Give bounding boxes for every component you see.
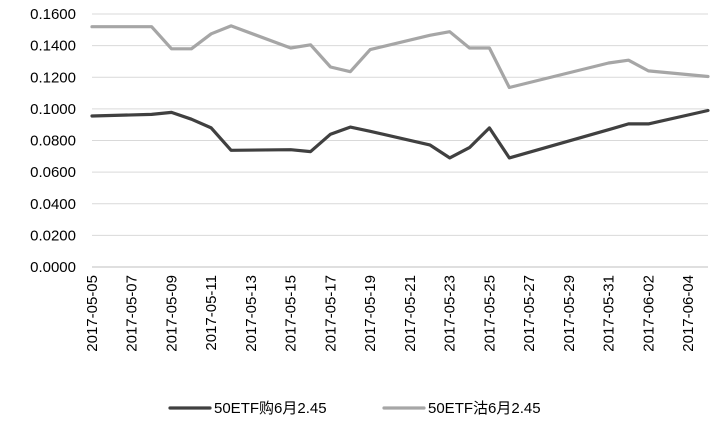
x-tick-label: 2017-06-02 xyxy=(640,275,657,352)
y-tick-label: 0.1400 xyxy=(30,38,76,55)
series-line-put xyxy=(90,24,710,90)
y-axis-ticks: 0.0000 0.0200 0.0400 0.0600 0.0800 0.1000 0.12… xyxy=(30,6,76,276)
legend: 50ETF购6月2.45 50ETF沽6月2.45 xyxy=(168,400,541,417)
x-tick-label: 2017-05-17 xyxy=(322,275,339,352)
y-tick-label: 0.1000 xyxy=(30,101,76,118)
x-axis-ticks: 2017-05-05 2017-05-07 2017-05-09 2017-05-11… xyxy=(84,275,697,352)
x-tick-label: 2017-05-27 xyxy=(521,275,538,352)
x-tick-label: 2017-05-09 xyxy=(163,275,180,352)
x-tick-label: 2017-05-13 xyxy=(243,275,260,352)
y-tick-label: 0.1200 xyxy=(30,69,76,86)
legend-label: 50ETF购6月2.45 xyxy=(214,400,327,417)
legend-label: 50ETF沽6月2.45 xyxy=(428,400,541,417)
y-tick-label: 0.0000 xyxy=(30,259,76,276)
series-line-call xyxy=(90,108,710,160)
y-tick-label: 0.1600 xyxy=(30,6,76,23)
x-tick-label: 2017-05-11 xyxy=(203,275,220,351)
y-tick-label: 0.0600 xyxy=(30,164,76,181)
x-tick-label: 2017-05-23 xyxy=(442,275,459,352)
x-tick-label: 2017-05-05 xyxy=(84,275,101,352)
x-tick-label: 2017-05-31 xyxy=(601,275,618,352)
x-tick-label: 2017-05-29 xyxy=(561,275,578,352)
y-tick-label: 0.0400 xyxy=(30,196,76,213)
y-tick-label: 0.0800 xyxy=(30,133,76,150)
x-tick-label: 2017-05-25 xyxy=(481,275,498,352)
grid-layer xyxy=(92,13,708,268)
x-tick-label: 2017-05-15 xyxy=(283,275,300,352)
x-tick-label: 2017-05-19 xyxy=(362,275,379,352)
x-tick-label: 2017-05-07 xyxy=(124,275,141,352)
x-tick-label: 2017-05-21 xyxy=(402,275,419,352)
x-tick-label: 2017-06-04 xyxy=(680,275,697,352)
series-layer xyxy=(90,24,710,160)
y-tick-label: 0.0200 xyxy=(30,227,76,244)
